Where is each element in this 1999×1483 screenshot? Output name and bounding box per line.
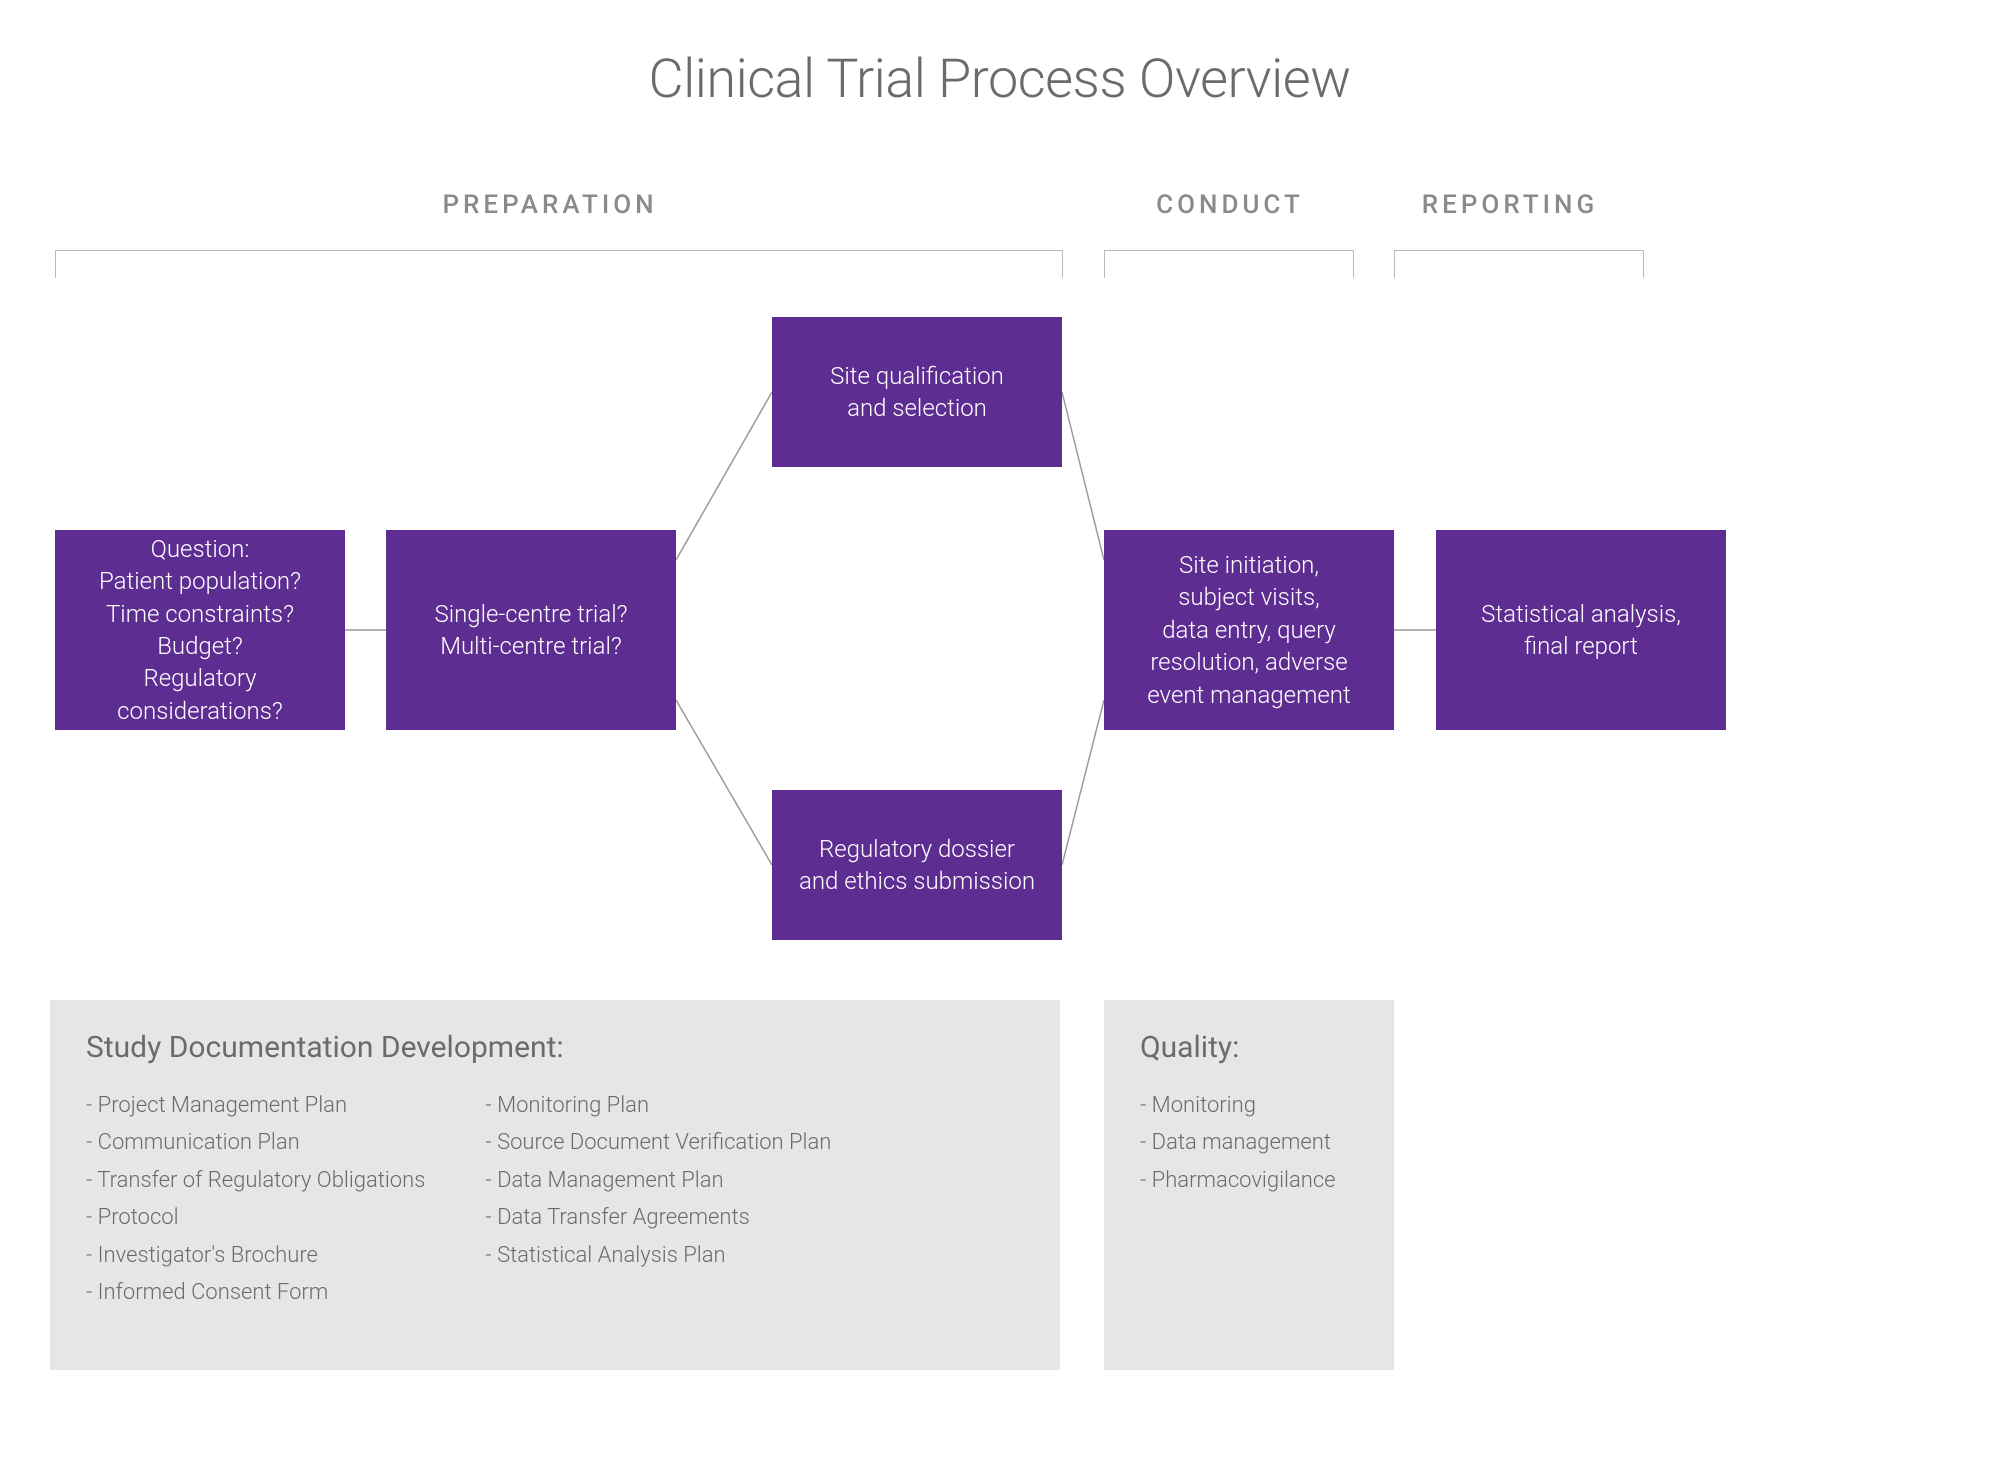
- node-trial-type: Single-centre trial? Multi-centre trial?: [386, 530, 676, 730]
- list-item: Source Document Verification Plan: [485, 1124, 831, 1161]
- panel-study-doc: Study Documentation Development: Project…: [50, 1000, 1060, 1370]
- panel-study-doc-col2: Monitoring Plan Source Document Verifica…: [485, 1087, 831, 1311]
- list-item: Monitoring Plan: [485, 1087, 831, 1124]
- phase-label-reporting: REPORTING: [1410, 190, 1610, 220]
- panel-study-doc-col1: Project Management Plan Communication Pl…: [86, 1087, 425, 1311]
- list-item: Statistical Analysis Plan: [485, 1237, 831, 1274]
- node-site-qualification: Site qualification and selection: [772, 317, 1062, 467]
- list-item: Transfer of Regulatory Obligations: [86, 1162, 425, 1199]
- page-title: Clinical Trial Process Overview: [0, 48, 1999, 111]
- list-item: Data Transfer Agreements: [485, 1199, 831, 1236]
- list-item: Monitoring: [1140, 1087, 1358, 1124]
- node-question: Question: Patient population? Time const…: [55, 530, 345, 730]
- list-item: Informed Consent Form: [86, 1274, 425, 1311]
- panel-study-doc-title: Study Documentation Development:: [86, 1030, 1024, 1065]
- phase-label-conduct: CONDUCT: [1130, 190, 1330, 220]
- list-item: Pharmacovigilance: [1140, 1162, 1358, 1199]
- list-item: Data Management Plan: [485, 1162, 831, 1199]
- node-conduct: Site initiation, subject visits, data en…: [1104, 530, 1394, 730]
- bracket-reporting: [1394, 250, 1644, 278]
- list-item: Project Management Plan: [86, 1087, 425, 1124]
- phase-label-preparation: PREPARATION: [300, 190, 800, 220]
- node-reporting: Statistical analysis, final report: [1436, 530, 1726, 730]
- panel-quality-title: Quality:: [1140, 1030, 1358, 1065]
- list-item: Protocol: [86, 1199, 425, 1236]
- list-item: Data management: [1140, 1124, 1358, 1161]
- bracket-conduct: [1104, 250, 1354, 278]
- list-item: Investigator's Brochure: [86, 1237, 425, 1274]
- node-regulatory-dossier: Regulatory dossier and ethics submission: [772, 790, 1062, 940]
- panel-quality: Quality: Monitoring Data management Phar…: [1104, 1000, 1394, 1370]
- list-item: Communication Plan: [86, 1124, 425, 1161]
- bracket-preparation: [55, 250, 1063, 278]
- panel-quality-list: Monitoring Data management Pharmacovigil…: [1140, 1087, 1358, 1199]
